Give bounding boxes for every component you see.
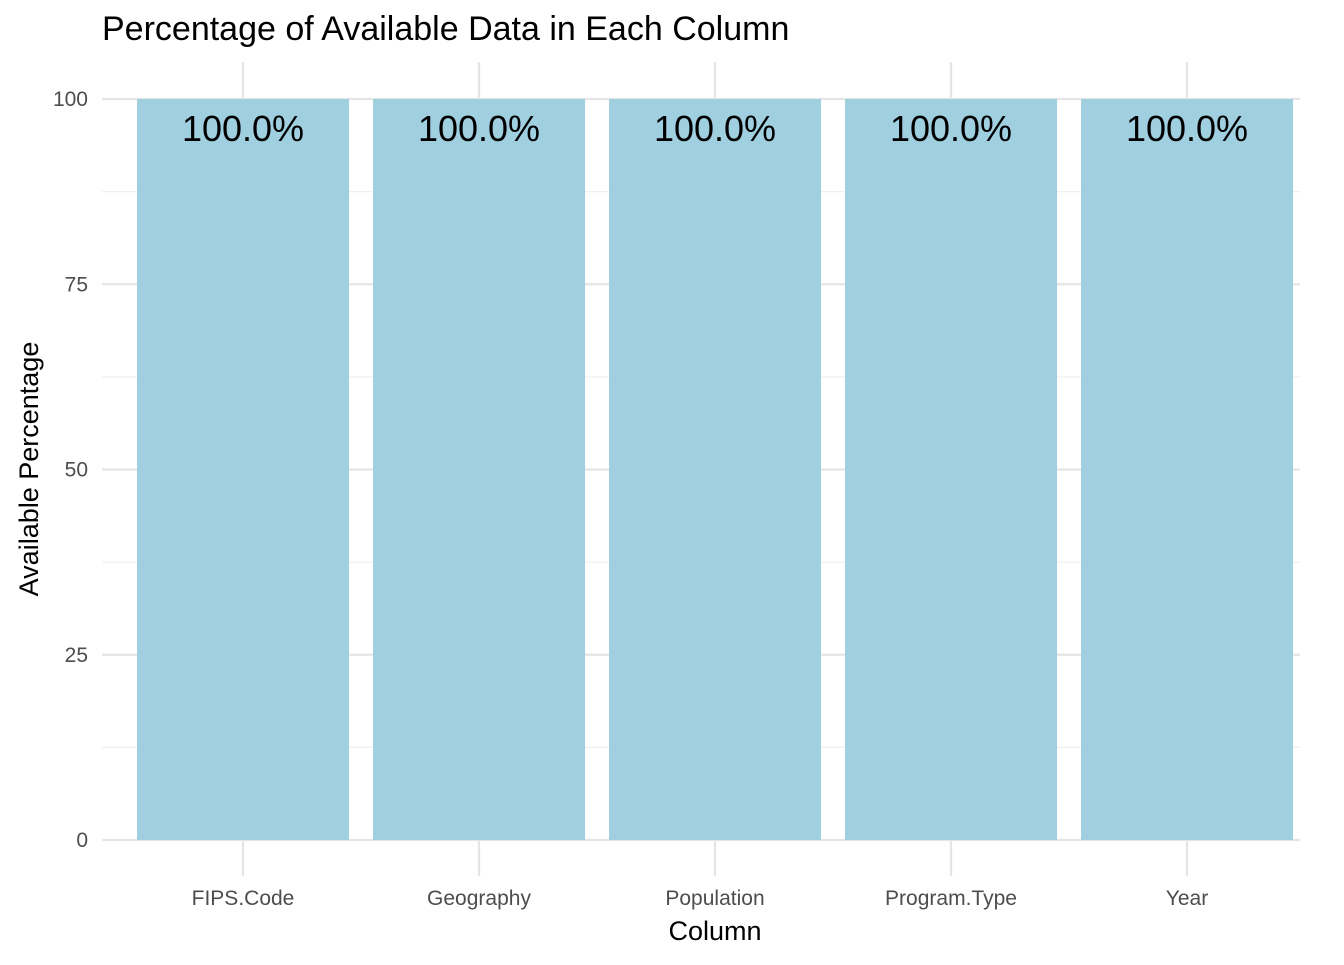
y-tick-label: 25 (65, 644, 88, 667)
x-tick-label: Geography (427, 887, 531, 910)
x-tick-label: FIPS.Code (192, 887, 295, 910)
y-tick-label: 100 (53, 88, 88, 111)
bar-value-label: 100.0% (654, 108, 776, 149)
bar-value-label: 100.0% (1126, 108, 1248, 149)
bar (609, 99, 821, 840)
y-tick-label: 75 (65, 273, 88, 296)
y-tick-label: 0 (76, 829, 88, 852)
y-tick-label: 50 (65, 459, 88, 482)
x-tick-label: Year (1166, 887, 1208, 910)
y-axis-title: Available Percentage (14, 342, 44, 597)
bars (137, 99, 1293, 840)
x-axis-ticks: FIPS.Code Geography Population Program.Type… (192, 887, 1209, 910)
y-axis-ticks: 0 25 50 75 100 (53, 88, 88, 852)
x-tick-label: Program.Type (885, 887, 1017, 910)
bar-value-label: 100.0% (890, 108, 1012, 149)
bar (1081, 99, 1293, 840)
x-tick-label: Population (665, 887, 764, 910)
data-labels: 100.0% 100.0% 100.0% 100.0% 100.0% (182, 108, 1248, 149)
bar-value-label: 100.0% (182, 108, 304, 149)
bar-value-label: 100.0% (418, 108, 540, 149)
x-axis-title: Column (668, 916, 761, 946)
bar (373, 99, 585, 840)
bar (137, 99, 349, 840)
bar (845, 99, 1057, 840)
chart-title: Percentage of Available Data in Each Col… (102, 10, 789, 48)
